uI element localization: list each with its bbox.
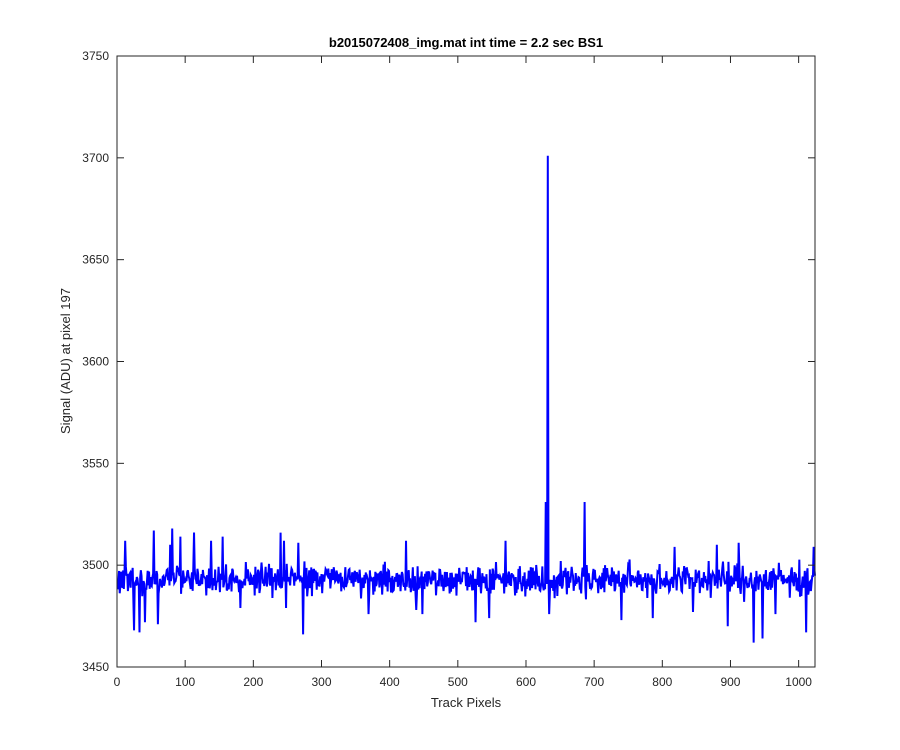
y-axis-label: Signal (ADU) at pixel 197 bbox=[58, 288, 73, 434]
x-tick-label: 200 bbox=[243, 675, 263, 689]
x-tick-label: 400 bbox=[380, 675, 400, 689]
series-layer bbox=[116, 155, 816, 643]
y-tick-label: 3750 bbox=[82, 49, 109, 63]
x-tick-label: 700 bbox=[584, 675, 604, 689]
x-tick-label: 900 bbox=[720, 675, 740, 689]
chart-title: b2015072408_img.mat int time = 2.2 sec B… bbox=[329, 35, 603, 50]
x-tick-label: 0 bbox=[114, 675, 121, 689]
y-tick-label: 3550 bbox=[82, 456, 109, 470]
y-tick-label: 3650 bbox=[82, 253, 109, 267]
plot-area bbox=[117, 56, 815, 667]
y-tick-label: 3600 bbox=[82, 355, 109, 369]
x-tick-label: 300 bbox=[311, 675, 331, 689]
x-tick-label: 500 bbox=[448, 675, 468, 689]
y-tick-label: 3500 bbox=[82, 558, 109, 572]
axes-background bbox=[117, 56, 815, 667]
signal-series-line bbox=[116, 155, 816, 643]
x-tick-label: 1000 bbox=[785, 675, 812, 689]
y-tick-label: 3700 bbox=[82, 151, 109, 165]
x-tick-label: 800 bbox=[652, 675, 672, 689]
ticks-layer: 0 100 200 300 400 500 600 700 800 900 1000 3450 3500… bbox=[82, 49, 815, 689]
axes-box bbox=[116, 55, 816, 668]
x-tick-label: 100 bbox=[175, 675, 195, 689]
x-tick-label: 600 bbox=[516, 675, 536, 689]
x-axis-label: Track Pixels bbox=[431, 695, 502, 710]
y-tick-label: 3450 bbox=[82, 660, 109, 674]
